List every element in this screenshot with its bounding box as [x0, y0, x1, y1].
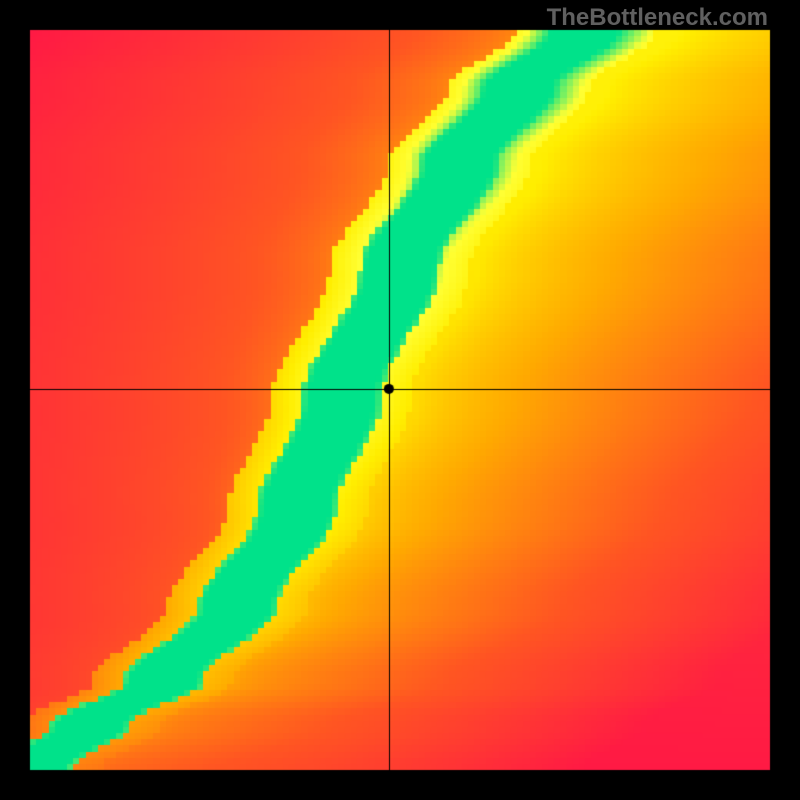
watermark-text: TheBottleneck.com — [547, 4, 768, 32]
bottleneck-heatmap — [0, 0, 800, 800]
chart-container: TheBottleneck.com — [0, 0, 800, 800]
